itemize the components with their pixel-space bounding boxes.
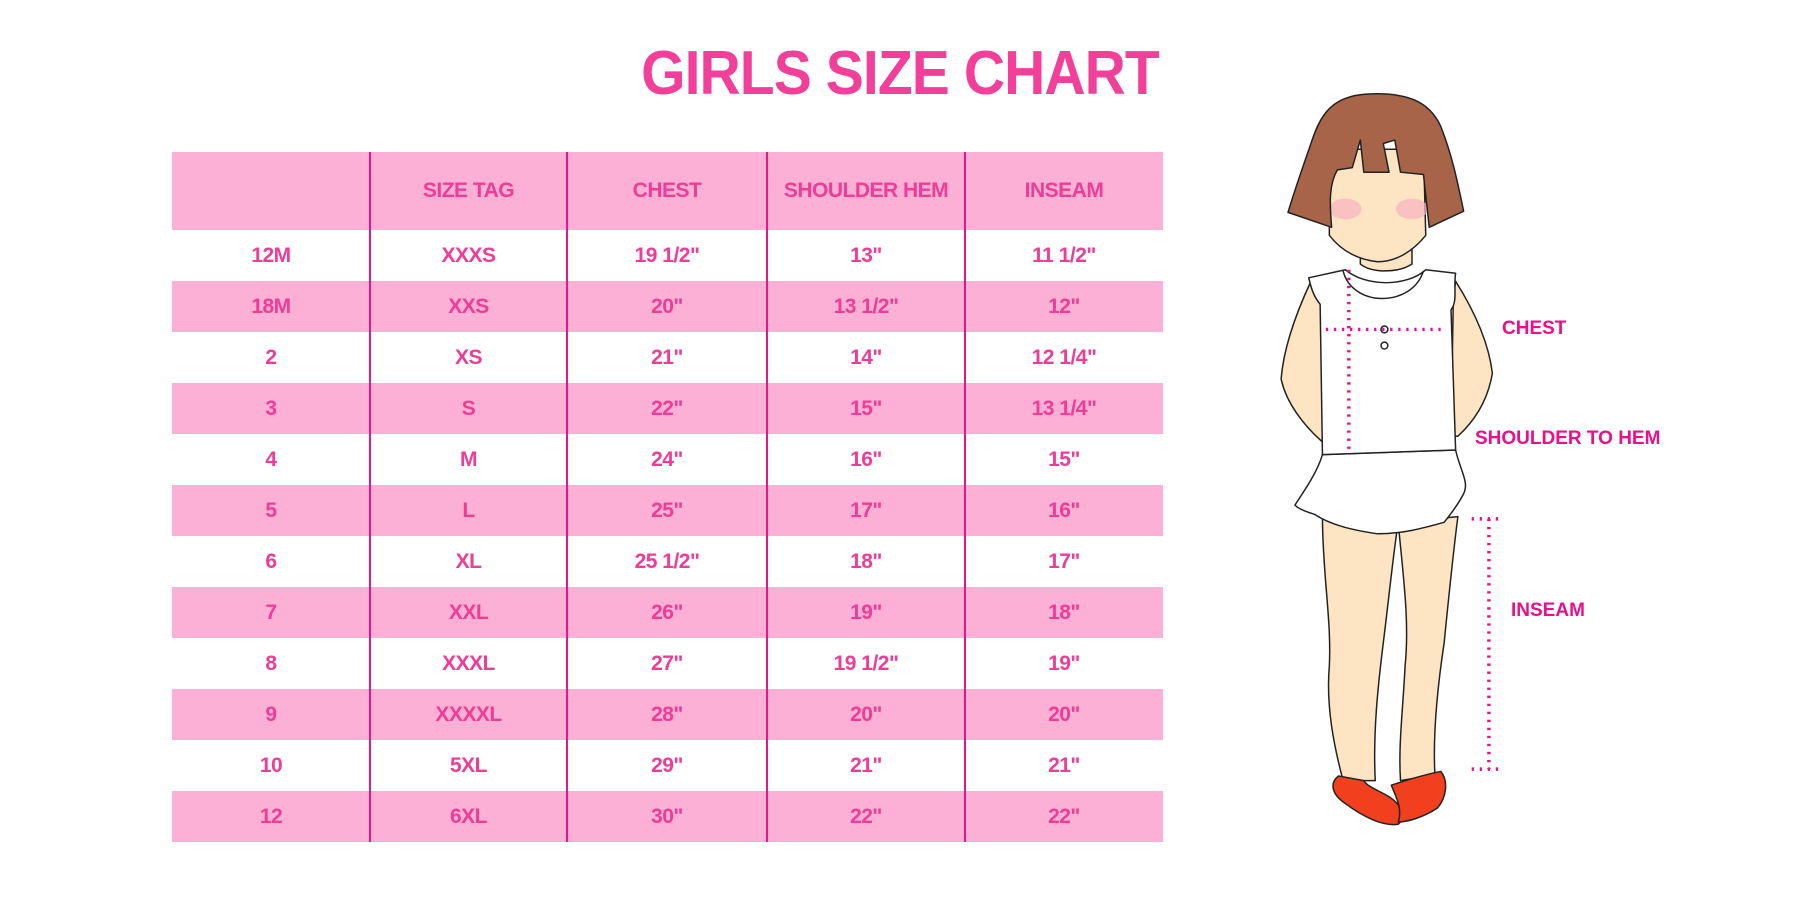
left-arm	[1280, 280, 1331, 443]
left-shoe-icon	[1332, 775, 1404, 826]
table-row: 5 L 25" 17" 16"	[172, 485, 1163, 536]
table-cell: 16"	[850, 447, 882, 471]
table-cell: M	[460, 447, 478, 471]
table-cell: 12 1/4"	[1031, 345, 1097, 369]
table-header-row: SIZE TAG CHEST SHOULDER HEM INSEAM	[172, 152, 1163, 230]
table-cell: 27"	[651, 651, 683, 675]
table-cell: 30"	[651, 804, 683, 828]
table-cell: 5	[265, 498, 277, 522]
column-divider	[566, 152, 568, 842]
table-cell: 24"	[651, 447, 683, 471]
chest-label: CHEST	[1502, 318, 1567, 339]
hair	[1287, 93, 1465, 229]
table-cell: 21"	[651, 345, 683, 369]
table-cell: 22"	[651, 396, 683, 420]
table-cell: XXXL	[442, 651, 495, 675]
table-cell: 6XL	[449, 804, 488, 828]
page-title: GIRLS SIZE CHART	[641, 39, 1160, 108]
table-cell: XL	[455, 549, 482, 573]
table-row: 8 XXXL 27" 19 1/2" 19"	[172, 638, 1163, 689]
column-divider	[766, 152, 768, 842]
right-leg	[1397, 515, 1459, 782]
size-chart-table: SIZE TAG CHEST SHOULDER HEM INSEAM 12M XXXS 19…	[172, 152, 1163, 842]
table-cell: XXL	[448, 600, 489, 624]
table-cell: XXS	[448, 294, 489, 318]
table-cell: 14"	[850, 345, 882, 369]
table-cell: 25 1/2"	[634, 549, 700, 573]
column-header: CHEST	[632, 179, 702, 202]
table-cell: 6	[265, 549, 277, 573]
table-cell: 12	[259, 804, 283, 828]
table-cell: 19 1/2"	[634, 243, 700, 267]
face	[1328, 148, 1427, 263]
table-cell: 18"	[850, 549, 882, 573]
table-cell: 26"	[651, 600, 683, 624]
column-header: INSEAM	[1024, 179, 1104, 202]
table-cell: XXXS	[441, 243, 496, 267]
right-arm	[1450, 280, 1494, 437]
table-cell: 15"	[1048, 447, 1080, 471]
table-cell: 12M	[251, 243, 291, 267]
table-cell: 20"	[1048, 702, 1080, 726]
table-cell: 18"	[1048, 600, 1080, 624]
table-cell: 20"	[651, 294, 683, 318]
column-header: SIZE TAG	[422, 179, 515, 202]
table-row: 7 XXL 26" 19" 18"	[172, 587, 1163, 638]
table-cell: 8	[265, 651, 277, 675]
table-cell: 3	[265, 396, 277, 420]
table-cell: 11 1/2"	[1032, 243, 1096, 267]
table-row: 18M XXS 20" 13 1/2" 12"	[172, 281, 1163, 332]
table-cell: 20"	[850, 702, 882, 726]
table-cell: 13 1/4"	[1031, 396, 1097, 420]
table-cell: 12"	[1048, 294, 1080, 318]
table-cell: 21"	[1048, 753, 1080, 777]
table-row: 2 XS 21" 14" 12 1/4"	[172, 332, 1163, 383]
table-row: 9 XXXXL 28" 20" 20"	[172, 689, 1163, 740]
table-row: 12 6XL 30" 22" 22"	[172, 791, 1163, 842]
table-cell: 5XL	[449, 753, 488, 777]
table-cell: 4	[265, 447, 277, 471]
table-cell: 19"	[1048, 651, 1080, 675]
table-cell: XXXXL	[435, 702, 502, 726]
table-cell: 29"	[651, 753, 683, 777]
table-cell: 10	[259, 753, 283, 777]
skirt	[1294, 449, 1467, 535]
table-cell: 18M	[251, 294, 291, 318]
table-cell: 22"	[1048, 804, 1080, 828]
table-cell: XS	[454, 345, 483, 369]
table-cell: 13 1/2"	[833, 294, 899, 318]
table-cell: 19"	[850, 600, 882, 624]
table-cell: 2	[265, 345, 277, 369]
left-leg	[1321, 515, 1399, 782]
table-cell: 17"	[1048, 549, 1080, 573]
table-cell: 13"	[850, 243, 882, 267]
shirt	[1307, 269, 1457, 456]
table-cell: 7	[265, 600, 277, 624]
right-shoe-icon	[1390, 770, 1447, 823]
column-divider	[369, 152, 371, 842]
table-row: 6 XL 25 1/2" 18" 17"	[172, 536, 1163, 587]
table-cell: 22"	[850, 804, 882, 828]
table-cell: 19 1/2"	[833, 651, 899, 675]
table-cell: L	[462, 498, 475, 522]
table-cell: 28"	[651, 702, 683, 726]
table-cell: 9	[265, 702, 277, 726]
column-header: SHOULDER HEM	[783, 179, 949, 202]
table-cell: 25"	[651, 498, 683, 522]
table-row: 10 5XL 29" 21" 21"	[172, 740, 1163, 791]
table-cell: 21"	[850, 753, 882, 777]
column-divider	[964, 152, 966, 842]
inseam-label: INSEAM	[1511, 600, 1585, 621]
table-row: 12M XXXS 19 1/2" 13" 11 1/2"	[172, 230, 1163, 281]
table-cell: 16"	[1048, 498, 1080, 522]
table-cell: S	[461, 396, 476, 420]
shoulder-to-hem-label: SHOULDER TO HEM	[1475, 428, 1661, 449]
table-row: 3 S 22" 15" 13 1/4"	[172, 383, 1163, 434]
table-cell: 15"	[850, 396, 882, 420]
table-row: 4 M 24" 16" 15"	[172, 434, 1163, 485]
table-cell: 17"	[850, 498, 882, 522]
